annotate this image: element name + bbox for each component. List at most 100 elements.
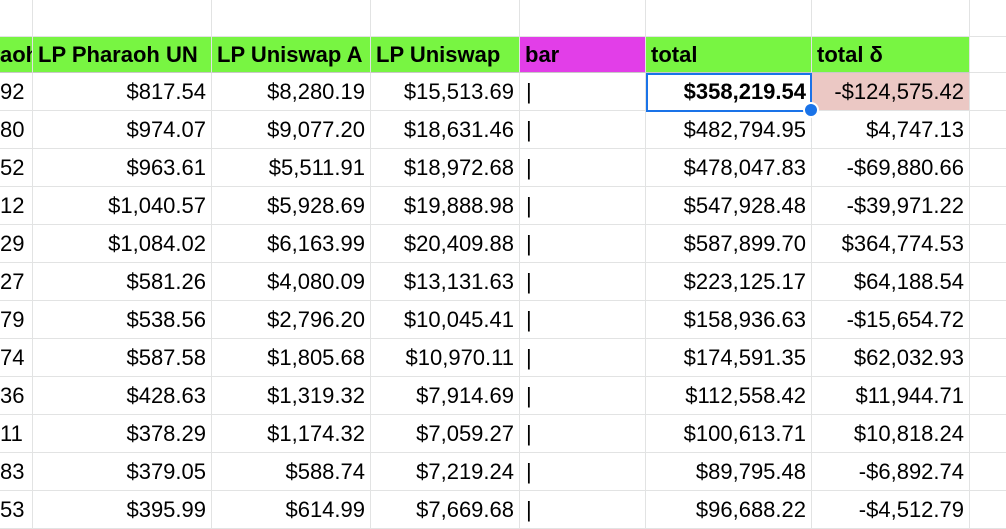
cell-lp-uniswap[interactable]: $7,059.27 — [371, 415, 520, 453]
cell-bar[interactable]: | — [520, 415, 646, 453]
cell-lp-uniswap-a[interactable]: $8,280.19 — [212, 73, 371, 111]
cell-lp-uniswap[interactable]: $18,631.46 — [371, 111, 520, 149]
cell-partial[interactable]: 83 — [0, 453, 33, 491]
cell-lp-pharaoh[interactable]: $974.07 — [33, 111, 212, 149]
cell-total[interactable]: $100,613.71 — [646, 415, 812, 453]
cell-partial[interactable]: 80 — [0, 111, 33, 149]
cell[interactable] — [970, 37, 1006, 73]
cell-lp-pharaoh[interactable]: $379.05 — [33, 453, 212, 491]
cell[interactable] — [371, 0, 520, 37]
cell-total-delta[interactable]: -$6,892.74 — [812, 453, 970, 491]
cell-total[interactable]: $587,899.70 — [646, 225, 812, 263]
cell-partial[interactable]: 29 — [0, 225, 33, 263]
cell-bar[interactable]: | — [520, 149, 646, 187]
cell-lp-pharaoh[interactable]: $963.61 — [33, 149, 212, 187]
cell-lp-uniswap-a[interactable]: $5,511.91 — [212, 149, 371, 187]
cell-bar[interactable]: | — [520, 111, 646, 149]
cell-total-delta[interactable]: $64,188.54 — [812, 263, 970, 301]
cell-partial[interactable]: 12 — [0, 187, 33, 225]
cell-total[interactable]: $358,219.54 — [646, 73, 812, 111]
cell-lp-uniswap-a[interactable]: $5,928.69 — [212, 187, 371, 225]
cell-lp-uniswap-a[interactable]: $614.99 — [212, 491, 371, 529]
cell-lp-uniswap[interactable]: $18,972.68 — [371, 149, 520, 187]
cell-lp-uniswap[interactable]: $13,131.63 — [371, 263, 520, 301]
cell[interactable] — [212, 0, 371, 37]
cell-total-delta[interactable]: -$15,654.72 — [812, 301, 970, 339]
cell-lp-pharaoh[interactable]: $817.54 — [33, 73, 212, 111]
cell-lp-uniswap-a[interactable]: $588.74 — [212, 453, 371, 491]
cell-bar[interactable]: | — [520, 339, 646, 377]
cell-total[interactable]: $223,125.17 — [646, 263, 812, 301]
cell-total[interactable]: $112,558.42 — [646, 377, 812, 415]
cell-bar[interactable]: | — [520, 453, 646, 491]
cell-lp-pharaoh[interactable]: $587.58 — [33, 339, 212, 377]
cell-partial[interactable]: 27 — [0, 263, 33, 301]
cell-bar[interactable]: | — [520, 491, 646, 529]
header-cell-lp-uniswap[interactable]: LP Uniswap — [371, 37, 520, 73]
cell-lp-uniswap[interactable]: $20,409.88 — [371, 225, 520, 263]
header-cell-lp-pharaoh[interactable]: LP Pharaoh UN — [33, 37, 212, 73]
cell[interactable] — [0, 0, 33, 37]
cell-bar[interactable]: | — [520, 301, 646, 339]
cell[interactable] — [970, 149, 1006, 187]
cell[interactable] — [520, 0, 646, 37]
cell-lp-uniswap[interactable]: $10,045.41 — [371, 301, 520, 339]
cell-lp-uniswap[interactable]: $7,669.68 — [371, 491, 520, 529]
cell-total[interactable]: $89,795.48 — [646, 453, 812, 491]
cell-lp-uniswap-a[interactable]: $9,077.20 — [212, 111, 371, 149]
cell[interactable] — [33, 0, 212, 37]
cell-bar[interactable]: | — [520, 73, 646, 111]
cell-total-delta[interactable]: -$4,512.79 — [812, 491, 970, 529]
cell-lp-pharaoh[interactable]: $395.99 — [33, 491, 212, 529]
cell-partial[interactable]: 53 — [0, 491, 33, 529]
cell-lp-pharaoh[interactable]: $538.56 — [33, 301, 212, 339]
cell-partial[interactable]: 36 — [0, 377, 33, 415]
cell-bar[interactable]: | — [520, 225, 646, 263]
cell-lp-uniswap[interactable]: $10,970.11 — [371, 339, 520, 377]
cell-lp-uniswap-a[interactable]: $2,796.20 — [212, 301, 371, 339]
cell-lp-uniswap-a[interactable]: $4,080.09 — [212, 263, 371, 301]
cell-partial[interactable]: 74 — [0, 339, 33, 377]
header-cell-total-delta[interactable]: total δ — [812, 37, 970, 73]
header-cell-total[interactable]: total — [646, 37, 812, 73]
cell-lp-pharaoh[interactable]: $378.29 — [33, 415, 212, 453]
cell-total-delta[interactable]: $62,032.93 — [812, 339, 970, 377]
cell-total[interactable]: $547,928.48 — [646, 187, 812, 225]
cell[interactable] — [970, 0, 1006, 37]
cell[interactable] — [970, 301, 1006, 339]
cell-total-delta[interactable]: $11,944.71 — [812, 377, 970, 415]
cell-lp-pharaoh[interactable]: $1,040.57 — [33, 187, 212, 225]
header-cell-lp-uniswap-a[interactable]: LP Uniswap A — [212, 37, 371, 73]
cell-lp-pharaoh[interactable]: $581.26 — [33, 263, 212, 301]
cell-lp-uniswap[interactable]: $15,513.69 — [371, 73, 520, 111]
cell[interactable] — [970, 73, 1006, 111]
cell[interactable] — [970, 339, 1006, 377]
cell-total-delta[interactable]: -$69,880.66 — [812, 149, 970, 187]
cell-lp-uniswap[interactable]: $19,888.98 — [371, 187, 520, 225]
cell-partial[interactable]: 92 — [0, 73, 33, 111]
cell-bar[interactable]: | — [520, 263, 646, 301]
header-cell-a[interactable]: aoh — [0, 37, 33, 73]
cell[interactable] — [970, 491, 1006, 529]
cell-lp-pharaoh[interactable]: $428.63 — [33, 377, 212, 415]
cell-bar[interactable]: | — [520, 187, 646, 225]
cell-partial[interactable]: 79 — [0, 301, 33, 339]
cell[interactable] — [970, 225, 1006, 263]
cell-total-delta[interactable]: -$39,971.22 — [812, 187, 970, 225]
cell-total-delta[interactable]: $364,774.53 — [812, 225, 970, 263]
cell-total[interactable]: $158,936.63 — [646, 301, 812, 339]
header-cell-bar[interactable]: bar — [520, 37, 646, 73]
cell-total[interactable]: $478,047.83 — [646, 149, 812, 187]
cell-bar[interactable]: | — [520, 377, 646, 415]
cell-lp-pharaoh[interactable]: $1,084.02 — [33, 225, 212, 263]
cell[interactable] — [970, 415, 1006, 453]
cell-lp-uniswap-a[interactable]: $6,163.99 — [212, 225, 371, 263]
cell-total-delta[interactable]: $4,747.13 — [812, 111, 970, 149]
cell[interactable] — [970, 187, 1006, 225]
cell[interactable] — [970, 111, 1006, 149]
cell-lp-uniswap-a[interactable]: $1,805.68 — [212, 339, 371, 377]
cell-total[interactable]: $96,688.22 — [646, 491, 812, 529]
cell[interactable] — [646, 0, 812, 37]
cell-total[interactable]: $174,591.35 — [646, 339, 812, 377]
selection-fill-handle[interactable] — [803, 102, 819, 118]
